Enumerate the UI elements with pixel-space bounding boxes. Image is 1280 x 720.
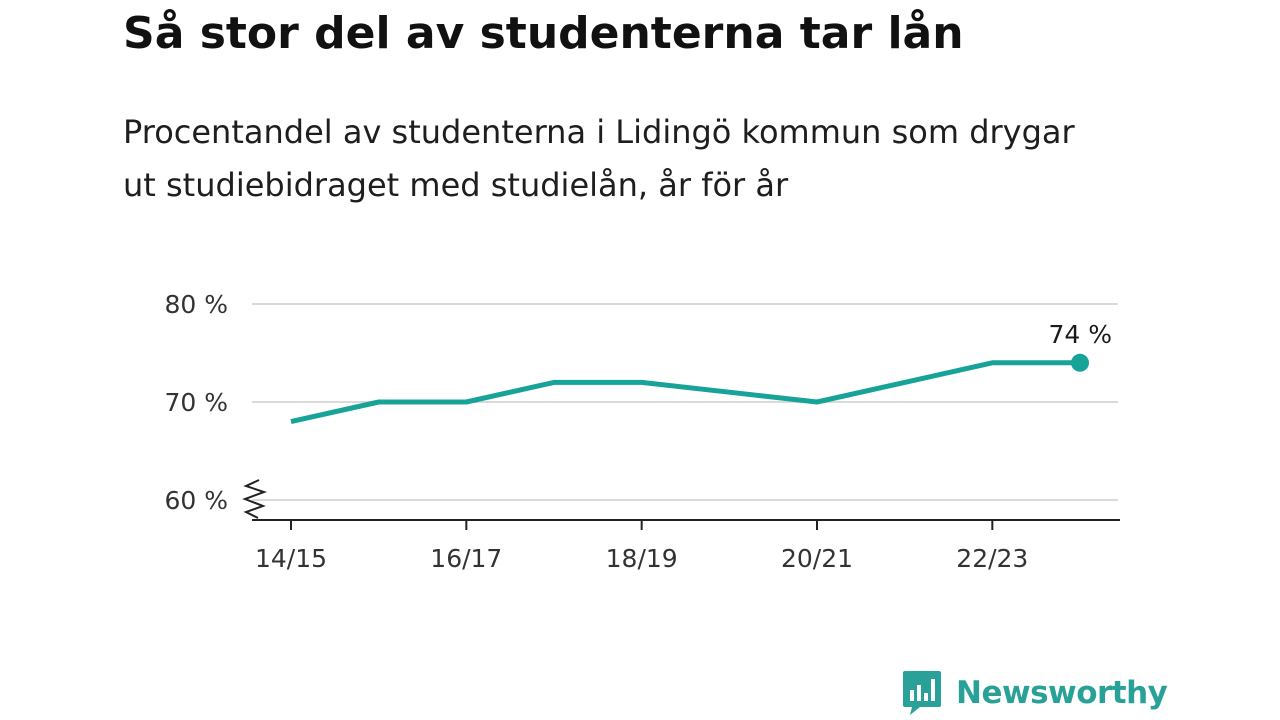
x-axis: 14/15 16/17 18/19 20/21 22/23 xyxy=(252,519,1120,573)
y-tick-label: 60 % xyxy=(164,486,228,515)
chart-title: Så stor del av studenterna tar lån xyxy=(123,8,964,59)
x-tick-label: 16/17 xyxy=(430,544,502,573)
end-point-marker xyxy=(1071,353,1089,372)
end-value-label: 74 % xyxy=(1048,320,1112,349)
newsworthy-logo-icon xyxy=(903,671,941,715)
series-layer: 74 % xyxy=(290,320,1112,425)
chart-subtitle: Procentandel av studenterna i Lidingö ko… xyxy=(123,113,1075,204)
y-axis-break-icon xyxy=(242,479,268,519)
y-tick-label: 80 % xyxy=(164,290,228,319)
y-axis: 60 % 70 % 80 % xyxy=(164,290,268,519)
newsworthy-logo: Newsworthy xyxy=(902,670,1168,716)
line-chart: 60 % 70 % 80 % 14/15 16/17 18/19 20/21 22/23 7… xyxy=(164,290,1120,573)
x-tick-label: 20/21 xyxy=(781,544,853,573)
newsworthy-logo-text: Newsworthy xyxy=(956,675,1168,711)
x-tick-label: 14/15 xyxy=(255,544,327,573)
x-tick-label: 22/23 xyxy=(956,544,1028,573)
y-tick-label: 70 % xyxy=(164,388,228,417)
x-tick-label: 18/19 xyxy=(606,544,678,573)
series-line xyxy=(290,360,1080,425)
